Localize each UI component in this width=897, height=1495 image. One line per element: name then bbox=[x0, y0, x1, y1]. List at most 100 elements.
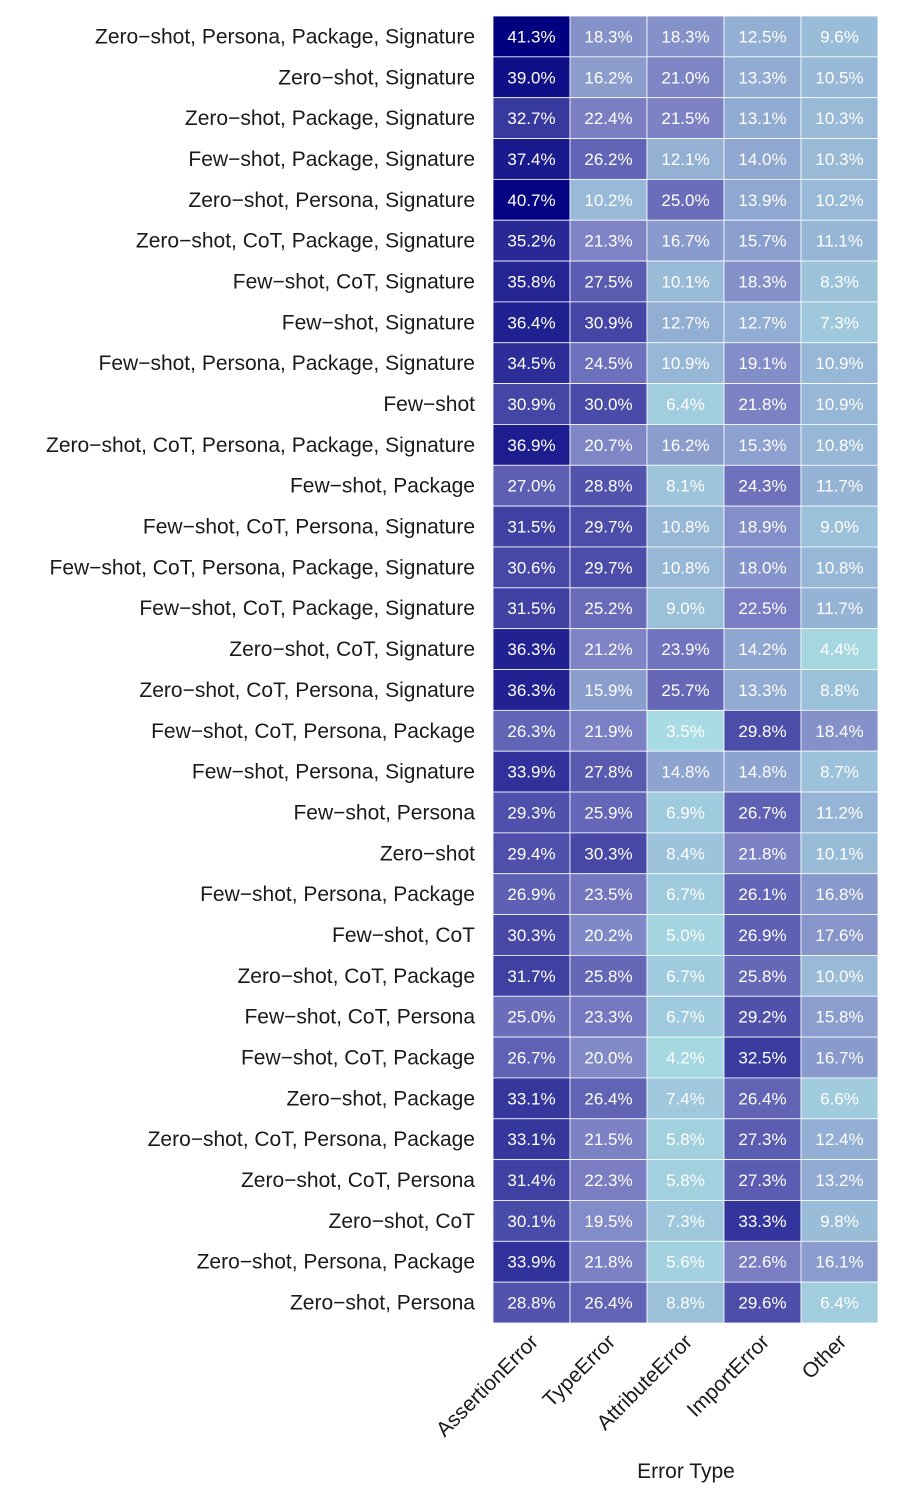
heatmap-cell bbox=[569, 628, 648, 670]
row-label: Few−shot, Persona, Signature bbox=[192, 761, 475, 784]
row-label: Zero−shot, CoT bbox=[329, 1210, 476, 1233]
cell-value-label: 8.1% bbox=[666, 477, 705, 496]
heatmap-cell bbox=[723, 383, 802, 425]
cell-value-label: 7.3% bbox=[820, 313, 859, 332]
heatmap-cell bbox=[646, 955, 725, 997]
heatmap-cell bbox=[569, 97, 648, 139]
heatmap-cell bbox=[800, 914, 879, 956]
heatmap-cell bbox=[569, 709, 648, 752]
cell-value-label: 15.7% bbox=[738, 232, 786, 251]
cell-value-label: 13.3% bbox=[738, 68, 786, 87]
heatmap-cell bbox=[569, 1281, 648, 1324]
cell-value-label: 21.3% bbox=[584, 232, 632, 251]
row-label: Few−shot, CoT, Persona, Package, Signatu… bbox=[50, 556, 476, 579]
heatmap-cell bbox=[492, 995, 571, 1038]
cell-value-label: 36.9% bbox=[507, 436, 555, 455]
cell-value-label: 18.4% bbox=[815, 722, 863, 741]
cell-value-label: 7.3% bbox=[666, 1212, 705, 1231]
cell-value-label: 10.3% bbox=[815, 109, 863, 128]
heatmap-cell bbox=[492, 750, 571, 793]
heatmap-cell bbox=[800, 1036, 879, 1079]
row-label: Few−shot, CoT, Package bbox=[241, 1047, 475, 1070]
cell-value-label: 30.9% bbox=[584, 313, 632, 332]
row-label: Few−shot bbox=[383, 393, 475, 416]
heatmap-cell bbox=[800, 628, 879, 670]
heatmap-cell bbox=[492, 383, 571, 425]
heatmap-cell bbox=[492, 301, 571, 344]
heatmap-cell bbox=[800, 342, 879, 384]
cell-value-label: 33.9% bbox=[507, 1253, 555, 1272]
heatmap-cell bbox=[800, 138, 879, 180]
cell-value-label: 32.7% bbox=[507, 109, 555, 128]
heatmap-cell bbox=[723, 546, 802, 589]
cell-value-label: 5.0% bbox=[666, 926, 705, 945]
heatmap-cell bbox=[646, 995, 725, 1038]
heatmap-cell bbox=[800, 219, 879, 262]
heatmap-cell bbox=[723, 995, 802, 1038]
cell-value-label: 26.3% bbox=[507, 722, 555, 741]
cell-value-label: 26.4% bbox=[584, 1294, 632, 1313]
heatmap-cell bbox=[723, 97, 802, 139]
heatmap-cell bbox=[492, 1240, 571, 1283]
heatmap-cell bbox=[800, 995, 879, 1038]
cell-value-label: 14.2% bbox=[738, 640, 786, 659]
heatmap-cell bbox=[569, 1077, 648, 1120]
cell-value-label: 18.9% bbox=[738, 518, 786, 537]
heatmap-cell bbox=[646, 1159, 725, 1201]
cell-value-label: 12.4% bbox=[815, 1130, 863, 1149]
cell-value-label: 18.3% bbox=[584, 27, 632, 46]
heatmap-cell bbox=[723, 505, 802, 548]
heatmap-cell bbox=[723, 464, 802, 507]
heatmap-cell bbox=[646, 219, 725, 262]
cell-value-label: 29.7% bbox=[584, 518, 632, 537]
heatmap-cell bbox=[800, 1077, 879, 1120]
heatmap-cell bbox=[492, 546, 571, 589]
cell-value-label: 31.7% bbox=[507, 967, 555, 986]
cell-value-label: 27.3% bbox=[738, 1171, 786, 1190]
heatmap-cell bbox=[646, 1200, 725, 1242]
heatmap-cell bbox=[723, 669, 802, 711]
heatmap-cell bbox=[800, 1200, 879, 1242]
cell-value-label: 11.2% bbox=[816, 803, 863, 822]
cell-value-label: 25.2% bbox=[584, 599, 632, 618]
cell-value-label: 10.8% bbox=[661, 518, 709, 537]
heatmap-cell bbox=[646, 669, 725, 711]
heatmap-cell bbox=[723, 301, 802, 344]
cell-value-label: 25.8% bbox=[584, 967, 632, 986]
cell-value-label: 9.8% bbox=[820, 1212, 859, 1231]
cell-value-label: 26.1% bbox=[738, 885, 786, 904]
row-label: Zero−shot, Package bbox=[286, 1087, 475, 1110]
heatmap-cell bbox=[723, 709, 802, 752]
cell-value-label: 23.3% bbox=[584, 1008, 632, 1027]
cell-value-label: 25.0% bbox=[661, 191, 709, 210]
cell-value-label: 18.0% bbox=[738, 558, 786, 577]
row-label: Zero−shot, CoT, Persona, Signature bbox=[139, 679, 475, 702]
cell-value-label: 10.2% bbox=[584, 191, 632, 210]
cell-value-label: 6.7% bbox=[666, 885, 705, 904]
cell-value-label: 5.6% bbox=[666, 1253, 705, 1272]
row-label: Zero−shot, Persona, Package bbox=[197, 1251, 475, 1274]
heatmap-cell bbox=[800, 1281, 879, 1324]
row-labels: Zero−shot, Persona, Package, Signature Ze… bbox=[46, 25, 475, 1314]
cell-value-label: 25.0% bbox=[507, 1008, 555, 1027]
cell-value-label: 33.9% bbox=[507, 763, 555, 782]
column-label: Other bbox=[798, 1330, 851, 1383]
cell-value-label: 10.8% bbox=[661, 558, 709, 577]
heatmap-cell bbox=[646, 587, 725, 630]
cell-value-label: 16.2% bbox=[584, 68, 632, 87]
cell-value-label: 27.0% bbox=[507, 477, 555, 496]
cell-value-label: 6.4% bbox=[820, 1294, 859, 1313]
cell-value-label: 16.7% bbox=[815, 1049, 863, 1068]
heatmap-cell bbox=[492, 138, 571, 180]
cell-value-label: 31.4% bbox=[507, 1171, 555, 1190]
cell-value-label: 15.3% bbox=[738, 436, 786, 455]
heatmap-cell bbox=[800, 669, 879, 711]
row-label: Few−shot, Package bbox=[290, 475, 475, 498]
row-label: Zero−shot, Persona bbox=[290, 1292, 475, 1315]
heatmap-cell bbox=[492, 669, 571, 711]
cell-value-label: 8.3% bbox=[820, 272, 859, 291]
heatmap-cell bbox=[569, 587, 648, 630]
heatmap-cell bbox=[800, 832, 879, 875]
heatmap-cell bbox=[569, 1159, 648, 1201]
